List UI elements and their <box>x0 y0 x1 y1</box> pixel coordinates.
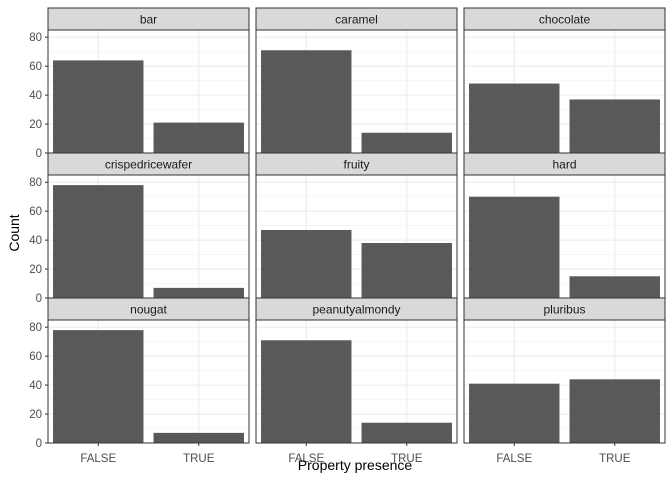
facet-strip-label: fruity <box>343 158 369 172</box>
y-tick-label: 40 <box>29 90 42 102</box>
facet-panel-crispedricewafer: crispedricewafer 0 20 40 60 80 <box>29 152 250 305</box>
panel-border <box>463 319 666 444</box>
y-tick-label: 60 <box>29 351 42 363</box>
x-tick-label: TRUE <box>599 453 631 465</box>
bar-false <box>261 340 352 443</box>
x-tick-label: FALSE <box>80 453 116 465</box>
facet-strip-label: hard <box>552 158 576 172</box>
x-tick-label: FALSE <box>288 453 324 465</box>
facet-panel-peanutyalmondy: peanutyalmondy FALSE TRUE <box>255 297 458 465</box>
y-tick-label: 20 <box>29 264 42 276</box>
y-tick-label: 80 <box>29 32 42 44</box>
facet-panel-fruity: fruity <box>255 152 458 299</box>
facet-panel-nougat: nougat 0 20 40 60 80 FALSE TRUE <box>29 297 250 465</box>
bar-false <box>469 196 560 298</box>
bar-true <box>153 122 244 153</box>
y-tick-label: 60 <box>29 206 42 218</box>
bar-false <box>53 330 144 443</box>
bar-true <box>569 99 660 153</box>
bar-true <box>361 243 452 298</box>
bar-true <box>153 287 244 298</box>
bar-true <box>569 379 660 443</box>
facet-strip-label: bar <box>140 13 157 27</box>
bar-false <box>53 60 144 153</box>
y-tick-label: 80 <box>29 322 42 334</box>
y-tick-label: 0 <box>36 293 42 305</box>
facet-strip-label: crispedricewafer <box>105 158 192 172</box>
facet-panel-chocolate: chocolate <box>463 7 666 154</box>
y-tick-label: 0 <box>36 438 42 450</box>
y-tick-label: 20 <box>29 119 42 131</box>
panel-border <box>255 319 458 444</box>
bar-true <box>361 132 452 153</box>
y-tick-label: 80 <box>29 177 42 189</box>
y-tick-label: 40 <box>29 235 42 247</box>
y-tick-label: 60 <box>29 61 42 73</box>
bar-false <box>53 185 144 298</box>
facet-strip-label: nougat <box>130 303 167 317</box>
panel-border <box>47 319 250 444</box>
y-tick-label: 0 <box>36 148 42 160</box>
facet-panel-hard: hard <box>463 152 666 299</box>
bar-false <box>261 229 352 298</box>
bar-false <box>469 383 560 443</box>
facet-panel-caramel: caramel <box>255 7 458 154</box>
y-tick-label: 20 <box>29 409 42 421</box>
facet-strip-label: peanutyalmondy <box>312 303 400 317</box>
bar-false <box>261 50 352 154</box>
y-axis-title: Count <box>6 214 22 251</box>
x-tick-label: TRUE <box>183 453 215 465</box>
bar-false <box>469 83 560 153</box>
facet-strip-label: caramel <box>335 13 378 27</box>
facet-strip-label: pluribus <box>543 303 585 317</box>
bar-true <box>153 432 244 443</box>
bar-true <box>569 276 660 298</box>
facet-strip-label: chocolate <box>539 13 591 27</box>
x-tick-label: TRUE <box>391 453 423 465</box>
panels-layer: bar 0 20 40 60 80 caramel chocolate crispedricew… <box>29 7 666 465</box>
facet-panel-pluribus: pluribus FALSE TRUE <box>463 297 666 465</box>
y-tick-label: 40 <box>29 380 42 392</box>
x-axis-title: Property presence <box>298 457 413 473</box>
x-tick-label: FALSE <box>496 453 532 465</box>
facet-panel-bar: bar 0 20 40 60 80 <box>29 7 250 160</box>
bar-true <box>361 422 452 443</box>
